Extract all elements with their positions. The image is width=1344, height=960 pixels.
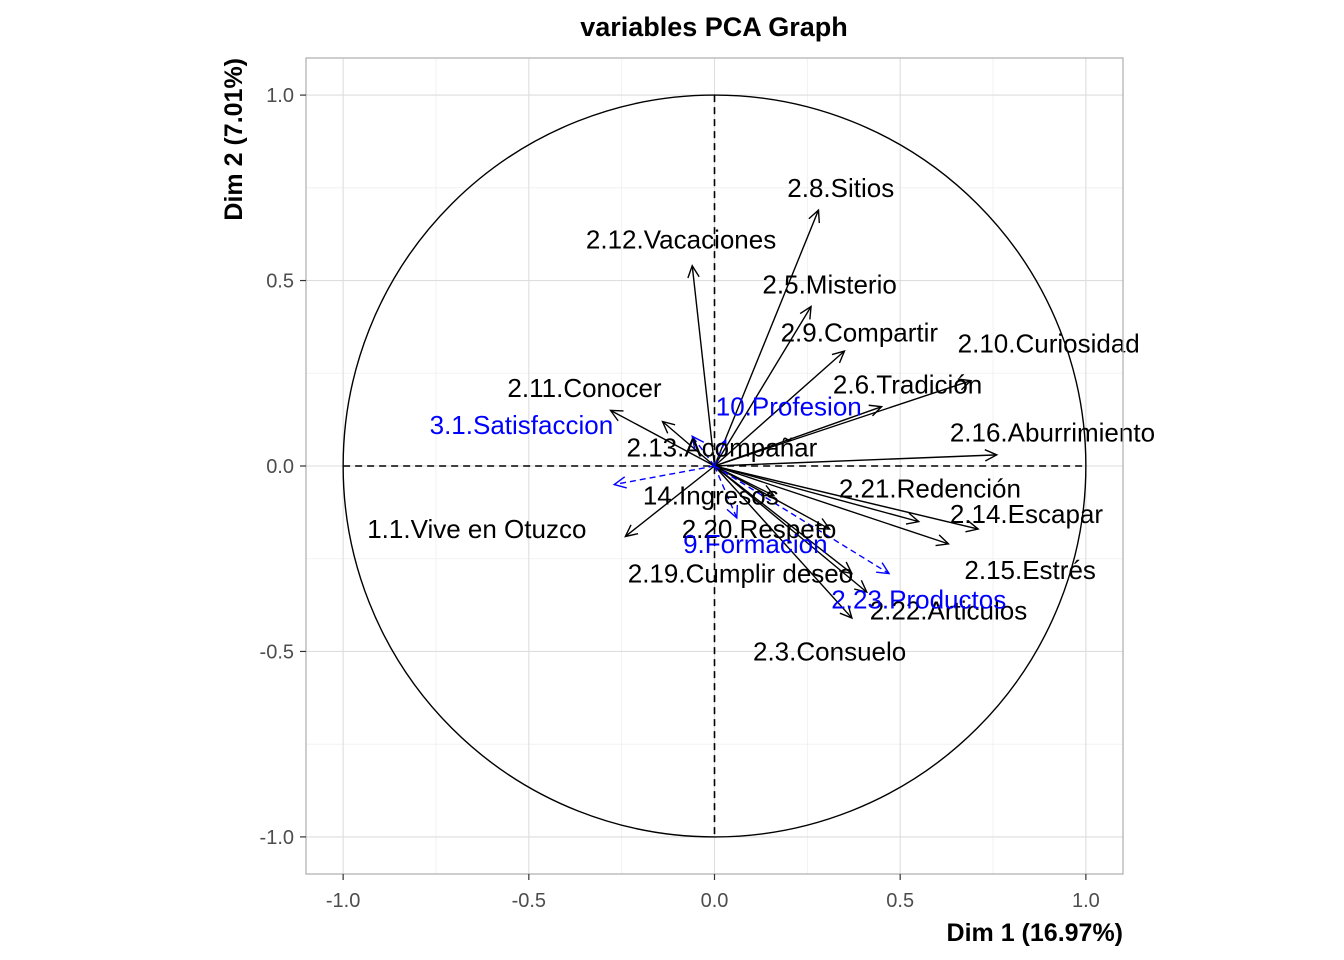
- active-variable-label: 2.22.Articulos: [870, 596, 1028, 626]
- arrow-active: [714, 465, 854, 575]
- arrow-supplementary: [713, 465, 739, 520]
- supplementary-variable-label: 9.Formacion: [683, 529, 828, 559]
- arrow-active: [713, 208, 821, 467]
- active-variable-label: 2.6.Tradición: [833, 369, 982, 399]
- arrow-active: [687, 264, 716, 467]
- arrow-active: [714, 465, 980, 533]
- arrow-active: [713, 305, 812, 467]
- active-variable-label: 2.15.Estrés: [964, 555, 1096, 585]
- arrow-active: [661, 420, 715, 467]
- y-tick-label: -0.5: [260, 641, 294, 663]
- arrow-active: [714, 465, 832, 530]
- x-tick-label: 0.0: [701, 890, 729, 912]
- active-variable-label: 14.Ingresos: [643, 481, 779, 511]
- x-axis-ticks: -1.0 -0.5 0.0 0.5 1.0: [326, 874, 1100, 912]
- variable-labels: 2.8.Sitios 2.12.Vacaciones 2.5.Misterio 2.9…: [367, 173, 1155, 667]
- arrow-active: [713, 465, 853, 620]
- arrow-active: [714, 465, 868, 594]
- x-axis-title: Dim 1 (16.97%): [947, 919, 1123, 947]
- supplementary-variable-label: 10.Profesion: [716, 392, 862, 422]
- x-tick-label: 1.0: [1072, 890, 1100, 912]
- active-variable-label: 2.20.Respeto: [682, 514, 837, 544]
- active-variable-label: 2.13.Acompañar: [627, 432, 818, 462]
- active-variable-label: 1.1.Vive en Otuzco: [367, 514, 586, 544]
- x-tick-label: -1.0: [326, 890, 360, 912]
- supplementary-variable-label: 3.1.Satisfaccion: [430, 410, 614, 440]
- arrow-active: [714, 349, 846, 467]
- active-variable-label: 2.3.Consuelo: [753, 636, 906, 666]
- arrow-active: [609, 409, 715, 467]
- active-variable-label: 2.14.Escapar: [950, 499, 1104, 529]
- zero-lines: [343, 95, 1086, 837]
- y-tick-label: 0.5: [266, 271, 294, 293]
- arrow-active: [714, 378, 973, 467]
- active-variable-label: 2.11.Conocer: [507, 373, 662, 403]
- active-variable-label: 2.12.Vacaciones: [586, 225, 776, 255]
- active-variable-label: 2.16.Aburrimiento: [950, 418, 1155, 448]
- y-tick-label: -1.0: [260, 827, 294, 849]
- arrow-supplementary: [714, 465, 891, 575]
- active-variable-label: 2.21.Redención: [839, 473, 1021, 503]
- arrow-active: [714, 465, 921, 525]
- y-tick-label: 1.0: [266, 85, 294, 107]
- x-tick-label: -0.5: [512, 890, 546, 912]
- active-variable-label: 2.9.Compartir: [781, 317, 939, 347]
- active-variable-label: 2.5.Misterio: [762, 269, 896, 299]
- supplementary-variable-label: 2.23.Productos: [831, 585, 1006, 615]
- y-axis-ticks: 1.0 0.5 0.0 -0.5 -1.0: [260, 85, 306, 849]
- arrow-supplementary: [713, 438, 727, 467]
- arrow-active: [624, 465, 715, 538]
- active-variable-label: 2.8.Sitios: [787, 173, 894, 203]
- arrow-supplementary: [691, 435, 716, 467]
- arrow-active: [714, 404, 884, 467]
- active-variable-label: 2.10.Curiosidad: [958, 329, 1140, 359]
- y-axis-title: Dim 2 (7.01%): [220, 58, 248, 221]
- arrows: [609, 208, 999, 620]
- arrow-supplementary: [612, 465, 715, 489]
- arrow-active: [714, 449, 999, 467]
- chart-title: variables PCA Graph: [580, 12, 848, 42]
- active-variable-label: 2.19.Cumplir deseo: [628, 559, 853, 589]
- y-tick-label: 0.0: [266, 456, 294, 478]
- arrow-active: [714, 465, 950, 547]
- x-tick-label: 0.5: [886, 890, 914, 912]
